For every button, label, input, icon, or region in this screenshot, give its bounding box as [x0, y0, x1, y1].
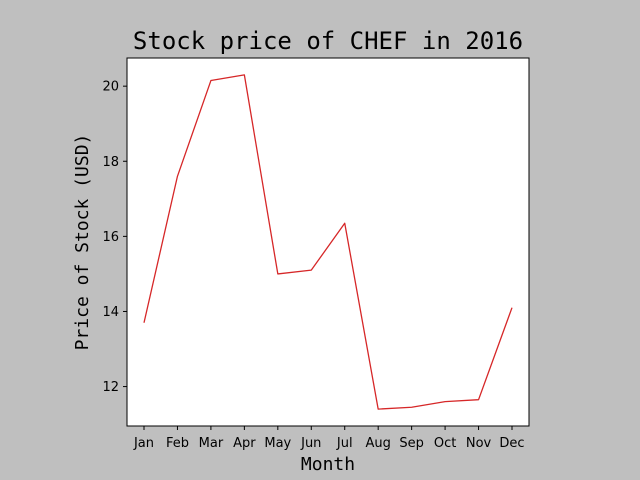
y-tick-label: 12 [102, 380, 119, 395]
series-line [143, 74, 513, 410]
y-axis-label: Price of Stock (USD) [72, 134, 93, 351]
x-tick-label: Mar [199, 436, 224, 451]
x-tick-label: Sep [399, 436, 424, 451]
x-tick-label: Jul [336, 436, 353, 451]
y-tick-label: 20 [102, 80, 119, 95]
x-tick-label: Feb [166, 436, 189, 451]
y-tick-label: 16 [102, 230, 119, 245]
plot-area [126, 57, 530, 427]
series-group [143, 74, 513, 410]
x-tick-label: Apr [233, 436, 256, 451]
x-tick-label: Jun [300, 436, 321, 451]
x-tick-label: May [264, 436, 291, 451]
x-tick-label: Oct [434, 436, 456, 451]
x-tick-label: Dec [499, 436, 524, 451]
x-tick-label: Jan [133, 436, 154, 451]
chart-title: Stock price of CHEF in 2016 [133, 27, 523, 55]
x-axis-label: Month [301, 454, 355, 475]
y-tick-label: 14 [102, 305, 119, 320]
x-axis: Jan Feb Mar Apr May Jun Jul Aug Sep Oct Nov Dec [133, 426, 525, 451]
y-axis: 12 14 16 18 20 [102, 80, 127, 395]
y-tick-label: 18 [102, 155, 119, 170]
x-tick-label: Aug [365, 436, 390, 451]
x-tick-label: Nov [466, 436, 492, 451]
